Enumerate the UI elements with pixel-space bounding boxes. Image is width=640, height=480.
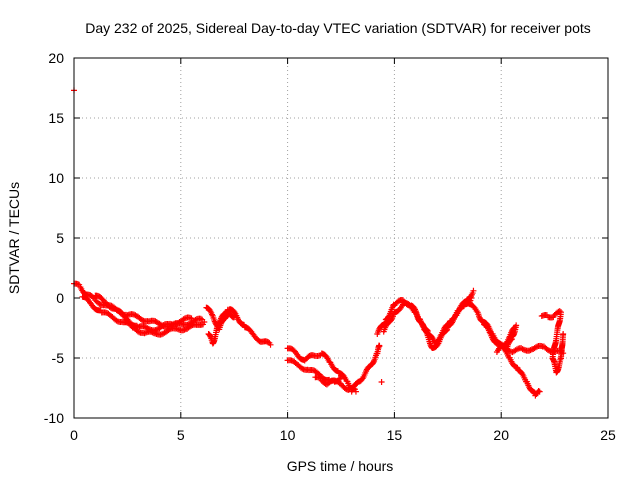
y-tick-label: 10 [48, 170, 64, 186]
series-track-20-21h-peak [493, 322, 520, 355]
series-track-11-13h-c [312, 373, 344, 388]
data-point [535, 387, 542, 394]
data-point [316, 374, 323, 381]
data-point [335, 376, 342, 383]
data-point [468, 295, 475, 301]
data-point [376, 343, 383, 349]
data-point [299, 365, 306, 372]
data-point [532, 344, 539, 351]
x-tick-label: 20 [493, 427, 509, 443]
x-tick-label: 0 [70, 427, 78, 443]
series-track-14-18h-b [380, 295, 475, 352]
y-tick-label: 20 [48, 50, 64, 66]
y-tick-label: -5 [52, 350, 65, 366]
y-tick-label: 5 [56, 230, 64, 246]
grid-lines [74, 58, 608, 418]
data-point [378, 379, 385, 385]
data-point [197, 315, 204, 322]
data-point [181, 326, 188, 333]
data-point [74, 281, 81, 288]
data-point [141, 330, 148, 337]
data-point [419, 321, 426, 328]
data-point [560, 331, 567, 337]
data-point [209, 311, 216, 318]
data-point [96, 300, 103, 307]
axis-ticks: 0 5 10 15 20 25 -10 -5 0 5 10 15 20 [44, 50, 616, 443]
series-mid-track-1-5h [92, 292, 195, 334]
series-track-6-7h-dip [205, 306, 238, 347]
x-tick-label: 10 [280, 427, 296, 443]
y-axis-label: SDTVAR / TECUs [6, 182, 22, 294]
data-point [470, 287, 477, 294]
data-point [536, 388, 543, 395]
series-track-13-14h-rise [348, 342, 383, 395]
data-point [188, 322, 195, 329]
data-point [160, 322, 167, 329]
data-point [443, 327, 450, 334]
y-tick-label: -10 [44, 410, 64, 426]
data-point [473, 308, 480, 315]
x-tick-label: 5 [177, 427, 185, 443]
data-point [139, 317, 146, 324]
data-point [336, 375, 343, 382]
data-point [519, 346, 526, 353]
x-tick-label: 15 [387, 427, 403, 443]
data-point [153, 326, 160, 333]
data-point [201, 319, 208, 325]
y-tick-label: 0 [56, 290, 64, 306]
data-point [231, 314, 238, 321]
data-point [145, 325, 152, 332]
data-point [527, 347, 534, 354]
data-point [267, 341, 274, 348]
data-point [556, 308, 563, 315]
data-points [71, 87, 567, 399]
data-point [113, 317, 120, 324]
data-point [420, 323, 427, 330]
data-point [370, 359, 377, 366]
data-point [338, 373, 344, 379]
chart-title: Day 232 of 2025, Sidereal Day-to-day VTE… [85, 20, 591, 36]
x-axis-label: GPS time / hours [287, 458, 394, 474]
y-tick-label: 15 [48, 110, 64, 126]
data-point [502, 347, 509, 354]
x-tick-label: 25 [600, 427, 616, 443]
data-point [506, 338, 513, 345]
data-point [544, 346, 551, 353]
series-track-22-23h [538, 308, 567, 376]
data-point [166, 326, 173, 333]
data-point [188, 315, 195, 322]
data-point [444, 326, 451, 333]
data-point [181, 315, 188, 322]
data-point [109, 313, 116, 320]
data-point [388, 316, 395, 323]
series-lower-track-0-6h [79, 293, 208, 338]
